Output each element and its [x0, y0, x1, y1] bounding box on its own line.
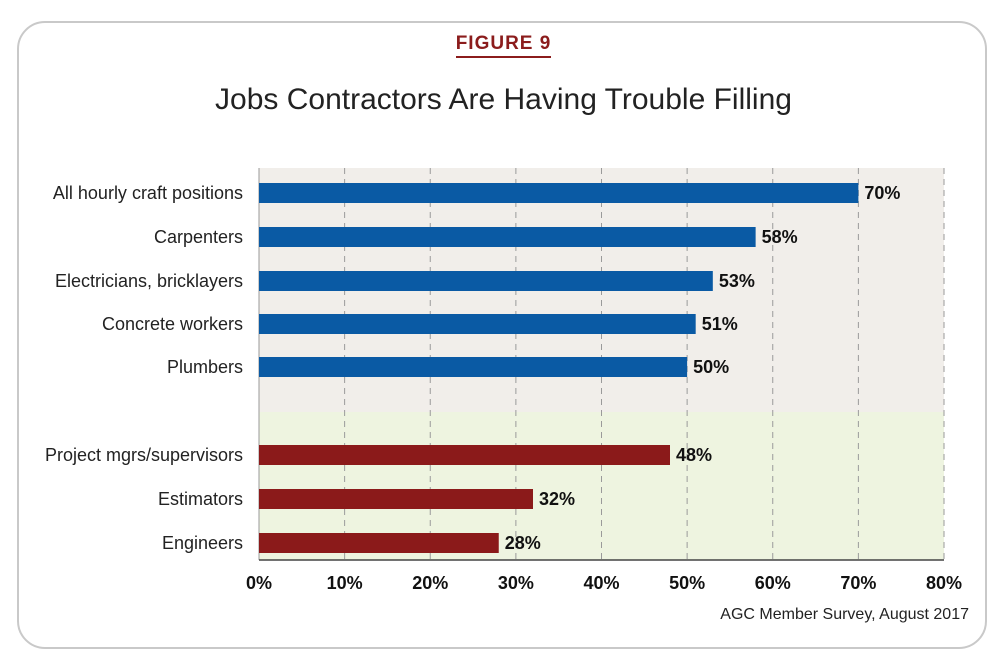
x-tick-label: 70%	[840, 573, 876, 593]
x-tick-label: 20%	[412, 573, 448, 593]
x-tick-label: 60%	[755, 573, 791, 593]
category-label: Project mgrs/supervisors	[45, 445, 243, 465]
bar	[259, 227, 756, 247]
chart-title: Jobs Contractors Are Having Trouble Fill…	[215, 83, 792, 116]
x-tick-label: 10%	[327, 573, 363, 593]
bar	[259, 357, 688, 377]
x-tick-label: 40%	[583, 573, 619, 593]
x-tick-label: 30%	[498, 573, 534, 593]
x-tick-label: 0%	[246, 573, 272, 593]
value-label: 70%	[864, 183, 900, 203]
category-label: Carpenters	[154, 227, 243, 247]
bar	[259, 489, 533, 509]
category-label: Estimators	[158, 489, 243, 509]
category-label: Engineers	[162, 533, 243, 553]
bar	[259, 445, 670, 465]
bar	[259, 533, 499, 553]
bar	[259, 314, 696, 334]
figure-label: FIGURE 9	[0, 33, 1007, 58]
bar	[259, 271, 713, 291]
source-note: AGC Member Survey, August 2017	[720, 606, 969, 623]
value-label: 48%	[676, 445, 712, 465]
x-tick-label: 50%	[669, 573, 705, 593]
figure-label-text: FIGURE 9	[455, 33, 552, 58]
category-label: Plumbers	[167, 357, 243, 377]
category-label: Concrete workers	[102, 314, 243, 334]
bar	[259, 183, 859, 203]
value-label: 51%	[702, 314, 738, 334]
x-tick-label: 80%	[926, 573, 962, 593]
value-label: 28%	[505, 533, 541, 553]
value-label: 58%	[762, 227, 798, 247]
category-label: Electricians, bricklayers	[55, 271, 243, 291]
value-label: 50%	[693, 357, 729, 377]
value-label: 32%	[539, 489, 575, 509]
value-label: 53%	[719, 271, 755, 291]
category-label: All hourly craft positions	[53, 183, 243, 203]
